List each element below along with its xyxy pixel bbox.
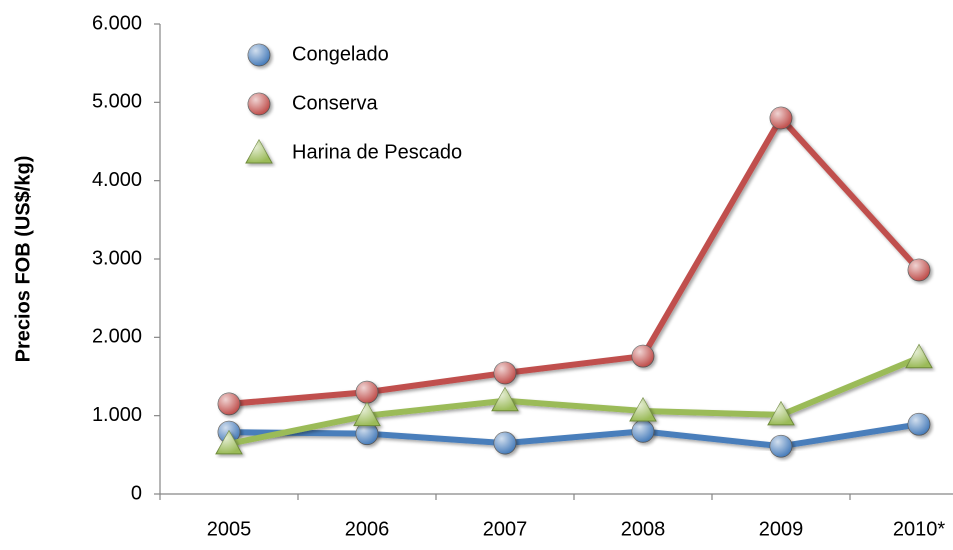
x-tick-label: 2006 [345, 518, 390, 540]
series-line [228, 354, 921, 447]
y-tick-label: 4.000 [92, 169, 142, 191]
x-tick-label: 2007 [483, 518, 528, 540]
marker [767, 400, 795, 426]
x-tick-label: 2009 [759, 518, 804, 540]
marker-gloss [770, 435, 792, 458]
marker [353, 401, 381, 427]
marker [215, 429, 243, 455]
marker [493, 431, 517, 455]
marker [629, 396, 657, 422]
legend-label: Harina de Pescado [292, 141, 462, 163]
marker [355, 380, 379, 404]
x-tick-label: 2005 [207, 518, 252, 540]
marker-gloss [632, 345, 654, 368]
marker [491, 386, 519, 412]
marker [493, 361, 517, 385]
marker-gloss [246, 140, 272, 163]
marker-gloss [494, 361, 516, 384]
marker-gloss [248, 44, 270, 66]
y-tick-label: 5.000 [92, 91, 142, 113]
marker-gloss [906, 344, 932, 368]
y-tick-label: 6.000 [92, 12, 142, 34]
marker [907, 412, 931, 436]
y-axis-title: Precios FOB (US$/kg) [12, 156, 34, 363]
marker-gloss [492, 387, 518, 411]
y-tick-label: 2.000 [92, 326, 142, 348]
y-tick-label: 1.000 [92, 404, 142, 426]
legend-label: Congelado [292, 43, 389, 65]
marker-gloss [248, 93, 270, 115]
marker [907, 258, 931, 282]
marker-gloss [218, 392, 240, 415]
marker [769, 106, 793, 130]
x-tick-label: 2008 [621, 518, 666, 540]
marker [631, 419, 655, 443]
marker-gloss [356, 422, 378, 445]
series-line [228, 421, 920, 450]
marker-gloss [768, 401, 794, 425]
marker [355, 422, 379, 446]
marker [769, 434, 793, 458]
marker-gloss [494, 432, 516, 455]
marker [247, 92, 271, 116]
marker-gloss [354, 402, 380, 426]
marker [245, 138, 273, 164]
marker [631, 344, 655, 368]
marker [217, 392, 241, 416]
marker-gloss [908, 413, 930, 436]
marker-gloss [770, 107, 792, 129]
marker-gloss [356, 381, 378, 404]
marker [247, 43, 271, 67]
marker-gloss [908, 258, 930, 281]
marker-gloss [630, 397, 656, 421]
marker-gloss [216, 430, 242, 454]
y-tick-label: 3.000 [92, 247, 142, 269]
series-line [228, 115, 922, 407]
x-tick-label: 2010* [893, 518, 945, 540]
legend-label: Conserva [292, 92, 378, 114]
y-tick-label: 0 [131, 482, 142, 504]
marker [905, 343, 933, 369]
marker-gloss [632, 420, 654, 443]
